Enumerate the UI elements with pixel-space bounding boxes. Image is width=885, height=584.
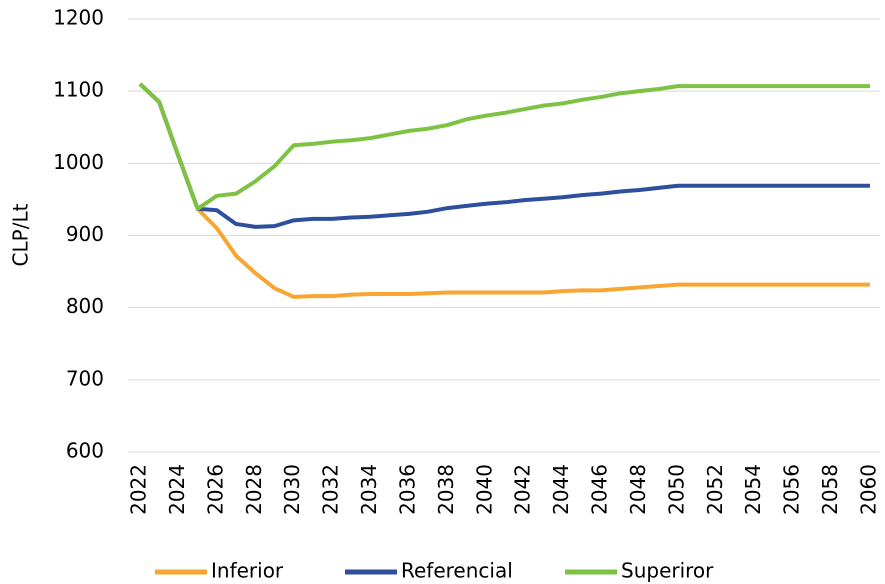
x-tick-label: 2024 <box>165 464 189 515</box>
x-tick-label: 2040 <box>472 464 496 515</box>
x-tick-label: 2054 <box>741 464 765 515</box>
x-tick-label: 2044 <box>549 464 573 515</box>
x-tick-label: 2058 <box>818 464 842 515</box>
x-tick-label: 2060 <box>857 464 881 515</box>
y-tick-label: 600 <box>66 439 104 463</box>
series-line <box>138 82 870 211</box>
y-tick-label: 1100 <box>53 78 104 102</box>
x-tick-label: 2022 <box>127 464 151 515</box>
legend-label: Referencial <box>401 559 513 583</box>
x-tick-label: 2048 <box>626 464 650 515</box>
x-tick-label: 2026 <box>203 464 227 515</box>
x-tick-label: 2042 <box>511 464 535 515</box>
x-tick-label: 2034 <box>357 464 381 515</box>
y-tick-label: 800 <box>66 294 104 318</box>
x-tick-label: 2052 <box>703 464 727 515</box>
x-tick-label: 2046 <box>588 464 612 515</box>
x-tick-label: 2028 <box>242 464 266 515</box>
x-tick-label: 2036 <box>395 464 419 515</box>
x-tick-label: 2050 <box>664 464 688 515</box>
x-tick-label: 2056 <box>780 464 804 515</box>
y-tick-label: 700 <box>66 366 104 390</box>
y-axis-label: CLP/Lt <box>9 203 33 266</box>
series-line <box>138 82 870 229</box>
x-tick-label: 2032 <box>319 464 343 515</box>
y-tick-label: 1000 <box>53 150 104 174</box>
series-line <box>138 82 870 299</box>
legend-label: Superiror <box>621 559 714 583</box>
legend-label: Inferior <box>211 559 284 583</box>
y-tick-label: 900 <box>66 222 104 246</box>
x-tick-label: 2030 <box>280 464 304 515</box>
x-tick-label: 2038 <box>434 464 458 515</box>
y-tick-label: 1200 <box>53 6 104 30</box>
